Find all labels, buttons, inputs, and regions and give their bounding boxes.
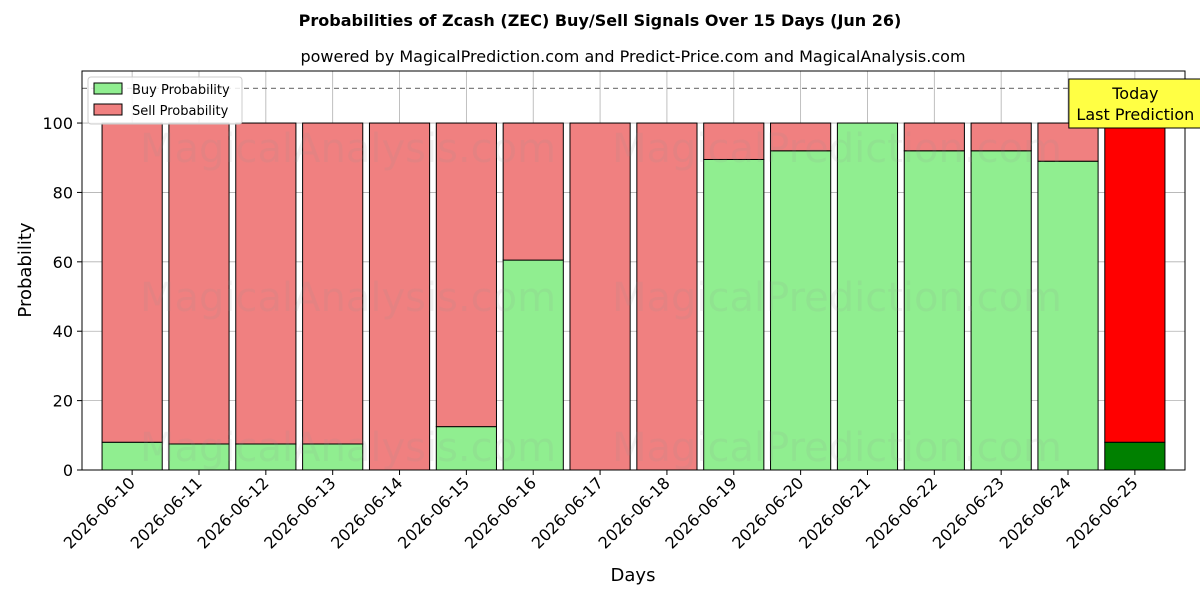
buy-bar [502,259,564,471]
sell-bar [569,122,631,471]
legend-box [87,76,243,125]
bars [101,122,1166,471]
chart-subtitle: powered by MagicalPrediction.com and Pre… [300,47,965,66]
x-axis-title: Days [611,565,656,586]
y-tick-label: 100 [42,114,73,133]
y-tick-label: 40 [53,322,73,341]
y-tick-label: 0 [63,461,73,480]
last-prediction-label: Last Prediction [1076,105,1194,124]
watermark-text: MagicalPrediction.com [612,275,1062,321]
buy-bar [903,150,965,471]
buy-bar [703,158,765,471]
legend-label: Sell Probability [132,104,229,119]
watermark-text: MagicalAnalysis.com [140,126,556,172]
today-annotation: Today Last Prediction [1068,78,1200,129]
legend-swatch [93,103,123,116]
sell-bar [502,122,564,261]
watermark-text: MagicalAnalysis.com [140,425,556,471]
sell-bar [101,122,163,443]
sell-bar [435,122,497,428]
sell-bar [1037,122,1099,162]
legend-label: Buy Probability [132,83,230,98]
sell-bar [302,122,364,445]
sell-bar [903,122,965,152]
y-axis-title: Probability [15,222,36,317]
x-tick-label: 2026-06-25 [1063,473,1142,552]
sell-bar [770,122,832,152]
sell-bar [1104,122,1166,443]
today-box [1068,78,1200,129]
legend-swatch [93,82,123,95]
sell-bar [368,122,431,471]
buy-bar [1104,441,1166,471]
y-tick-label: 20 [53,392,73,411]
watermark-text: MagicalPrediction.com [612,425,1062,471]
legend: Buy Probability Sell Probability [87,76,243,125]
sell-bar [235,122,297,445]
buy-bar [836,122,899,471]
buy-bar [235,443,297,471]
y-tick-label: 80 [53,183,73,202]
sell-bar [636,122,698,471]
chart-title: Probabilities of Zcash (ZEC) Buy/Sell Si… [299,11,902,30]
y-tick-label: 60 [53,253,73,272]
plot-frame [81,70,1186,471]
sell-bar [703,122,765,160]
today-label: Today [1111,84,1158,103]
sell-bar [970,122,1032,152]
buy-bar [970,150,1032,471]
watermark-text: MagicalPrediction.com [612,126,1062,172]
watermark-text: MagicalAnalysis.com [140,275,556,321]
watermarks: MagicalAnalysis.com MagicalPrediction.com… [140,126,1062,471]
buy-bar [1037,160,1099,471]
buy-bar [770,150,832,471]
